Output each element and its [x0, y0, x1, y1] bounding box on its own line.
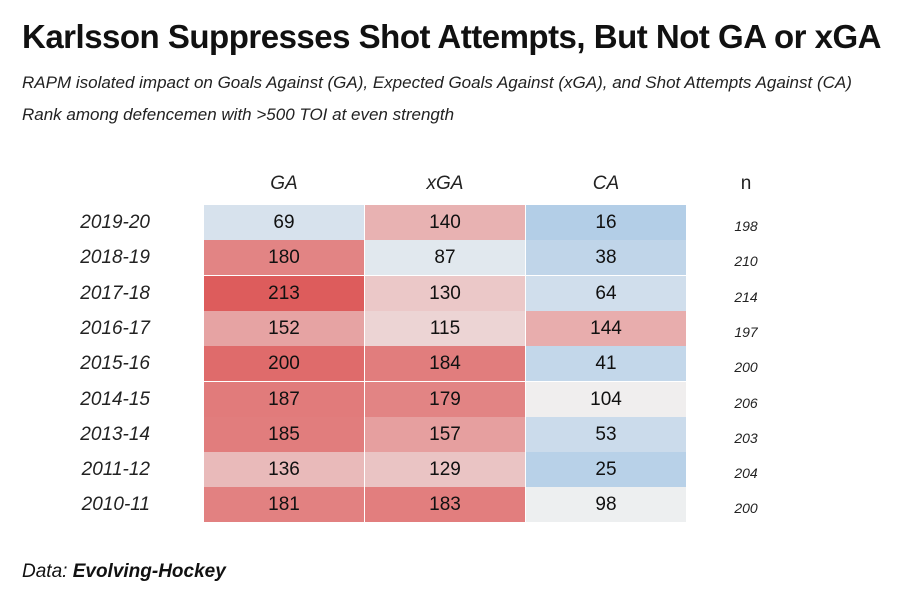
- heatmap-cell-xga: 129: [365, 452, 525, 488]
- sample-size-label: 210: [734, 253, 758, 270]
- heatmap-cell-ga: 187: [204, 381, 364, 417]
- column-header-ga: GA: [270, 173, 298, 194]
- heatmap-cell-ga: 180: [204, 240, 364, 276]
- column-header-n: n: [740, 173, 752, 194]
- row-label-season: 2019-20: [80, 212, 150, 233]
- sample-size-label: 200: [734, 500, 758, 517]
- data-source-name: Evolving-Hockey: [72, 561, 226, 582]
- heatmap-cell-ca: 98: [526, 487, 686, 523]
- heatmap-cell-xga: 179: [365, 381, 525, 417]
- row-label-season: 2011-12: [81, 459, 150, 481]
- heatmap-cell-xga: 184: [365, 346, 525, 382]
- column-header-ca: CA: [592, 173, 620, 194]
- row-label-season: 2010-11: [81, 494, 150, 516]
- heatmap-cell-ga: 213: [204, 275, 364, 311]
- row-label-season: 2014-15: [80, 388, 150, 410]
- heatmap-cell-ca: 16: [526, 205, 686, 240]
- chart-title: Karlsson Suppresses Shot Attempts, But N…: [22, 18, 882, 55]
- heatmap-cell-ca: 64: [526, 275, 686, 311]
- heatmap-cell-ca: 25: [526, 452, 686, 488]
- heatmap-cell-xga: 183: [365, 487, 525, 523]
- heatmap-cell-ca: 38: [526, 240, 686, 276]
- heatmap-cell-xga: 115: [365, 310, 525, 346]
- chart-subtitle: RAPM isolated impact on Goals Against (G…: [22, 73, 852, 92]
- sample-size-label: 206: [734, 394, 758, 411]
- row-label-season: 2013-14: [80, 423, 150, 445]
- heatmap-cell-ca: 104: [526, 381, 686, 417]
- heatmap-cell-xga: 130: [365, 275, 525, 311]
- row-label-season: 2015-16: [80, 353, 150, 375]
- heatmap-cell-ca: 41: [526, 346, 686, 382]
- row-label-season: 2017-18: [80, 282, 150, 304]
- heatmap-cell-xga: 140: [365, 205, 525, 240]
- sample-size-label: 203: [734, 429, 758, 446]
- sample-size-label: 198: [734, 218, 758, 234]
- heatmap-cell-xga: 87: [365, 240, 525, 276]
- heatmap-cell-ga: 152: [204, 310, 364, 346]
- heatmap-cell-ca: 53: [526, 416, 686, 452]
- column-header-xga: xGA: [426, 173, 464, 194]
- heatmap-cell-ga: 69: [204, 205, 364, 240]
- heatmap-cell-ca: 144: [526, 310, 686, 346]
- row-label-season: 2018-19: [80, 247, 150, 269]
- heatmap-cell-ga: 200: [204, 346, 364, 382]
- sample-size-label: 204: [734, 465, 758, 482]
- sample-size-label: 200: [734, 359, 758, 376]
- heatmap-cell-ga: 185: [204, 416, 364, 452]
- heatmap-cell-ga: 136: [204, 452, 364, 488]
- data-source: Data: Evolving-Hockey: [22, 561, 226, 583]
- chart-subtitle-secondary: Rank among defencemen with >500 TOI at e…: [22, 105, 455, 124]
- heatmap-cell-xga: 157: [365, 416, 525, 452]
- row-label-season: 2016-17: [80, 317, 150, 339]
- sample-size-label: 214: [734, 288, 758, 305]
- heatmap-cell-ga: 181: [204, 487, 364, 523]
- sample-size-label: 197: [734, 323, 758, 340]
- data-source-prefix: Data:: [22, 561, 73, 582]
